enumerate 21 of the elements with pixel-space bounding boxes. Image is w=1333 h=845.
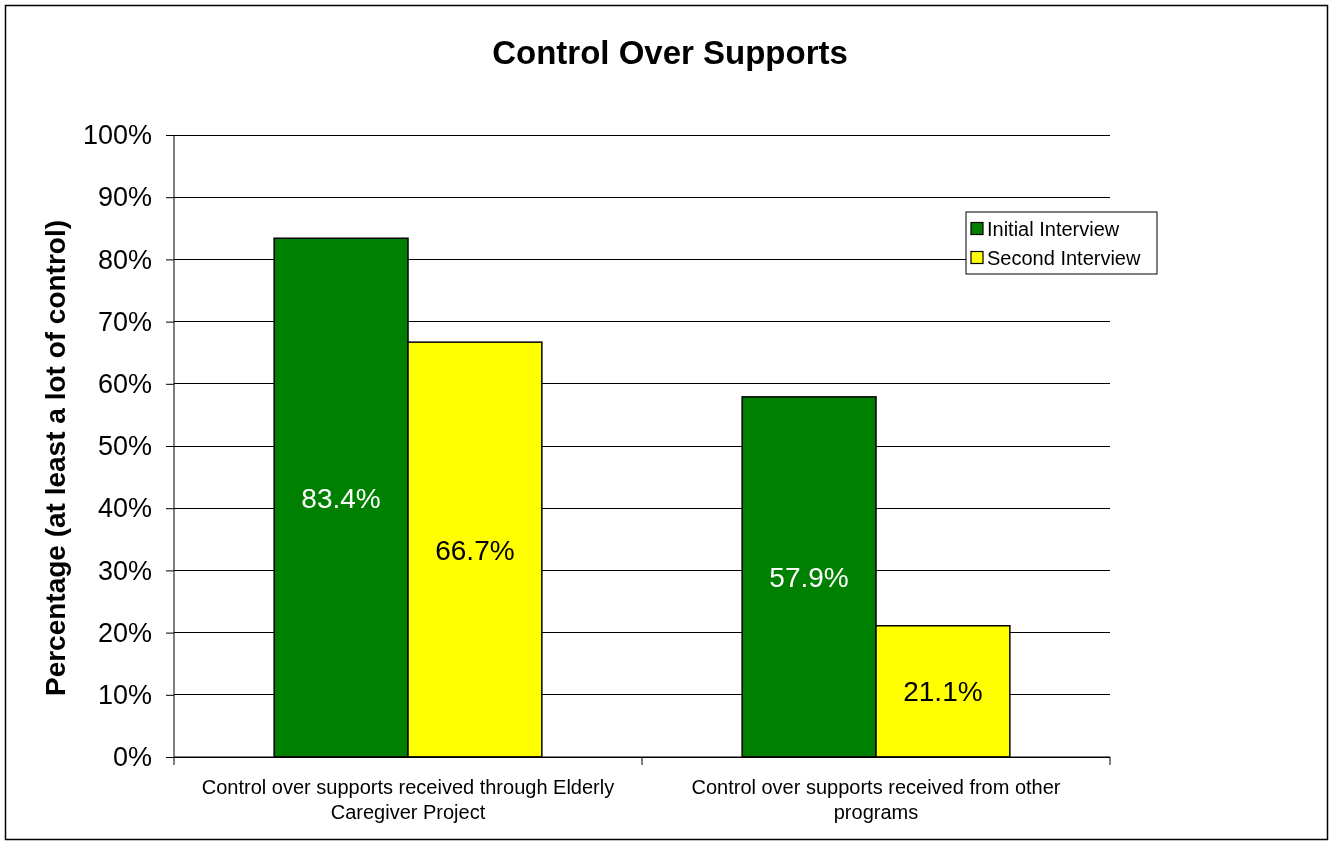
y-tick-label: 20% bbox=[97, 617, 152, 648]
y-axis-title: Percentage (at least a lot of control) bbox=[40, 219, 71, 697]
chart-title: Control Over Supports bbox=[492, 34, 848, 71]
y-tick-label: 60% bbox=[97, 368, 152, 399]
y-tick-label: 50% bbox=[97, 431, 152, 462]
x-tick-label: Control over supports received from other programs bbox=[691, 776, 1061, 823]
y-tick-label: 30% bbox=[97, 555, 152, 586]
y-tick-label: 70% bbox=[97, 306, 152, 337]
data-label: 57.9% bbox=[769, 561, 849, 593]
y-tick-label: 90% bbox=[97, 182, 152, 213]
legend-label: Initial Interview bbox=[987, 217, 1120, 240]
y-tick-label: 0% bbox=[112, 742, 152, 773]
data-label: 21.1% bbox=[903, 676, 983, 708]
y-tick-label: 80% bbox=[97, 244, 152, 275]
y-tick-label: 10% bbox=[97, 679, 152, 710]
data-label: 83.4% bbox=[301, 482, 381, 514]
x-tick-label: Control over supports received through Elderly Caregiver Project bbox=[201, 776, 615, 823]
y-tick-label: 100% bbox=[82, 120, 152, 151]
legend-label: Second Interview bbox=[987, 246, 1141, 269]
y-tick-label: 40% bbox=[97, 493, 152, 524]
data-label: 66.7% bbox=[435, 534, 515, 566]
